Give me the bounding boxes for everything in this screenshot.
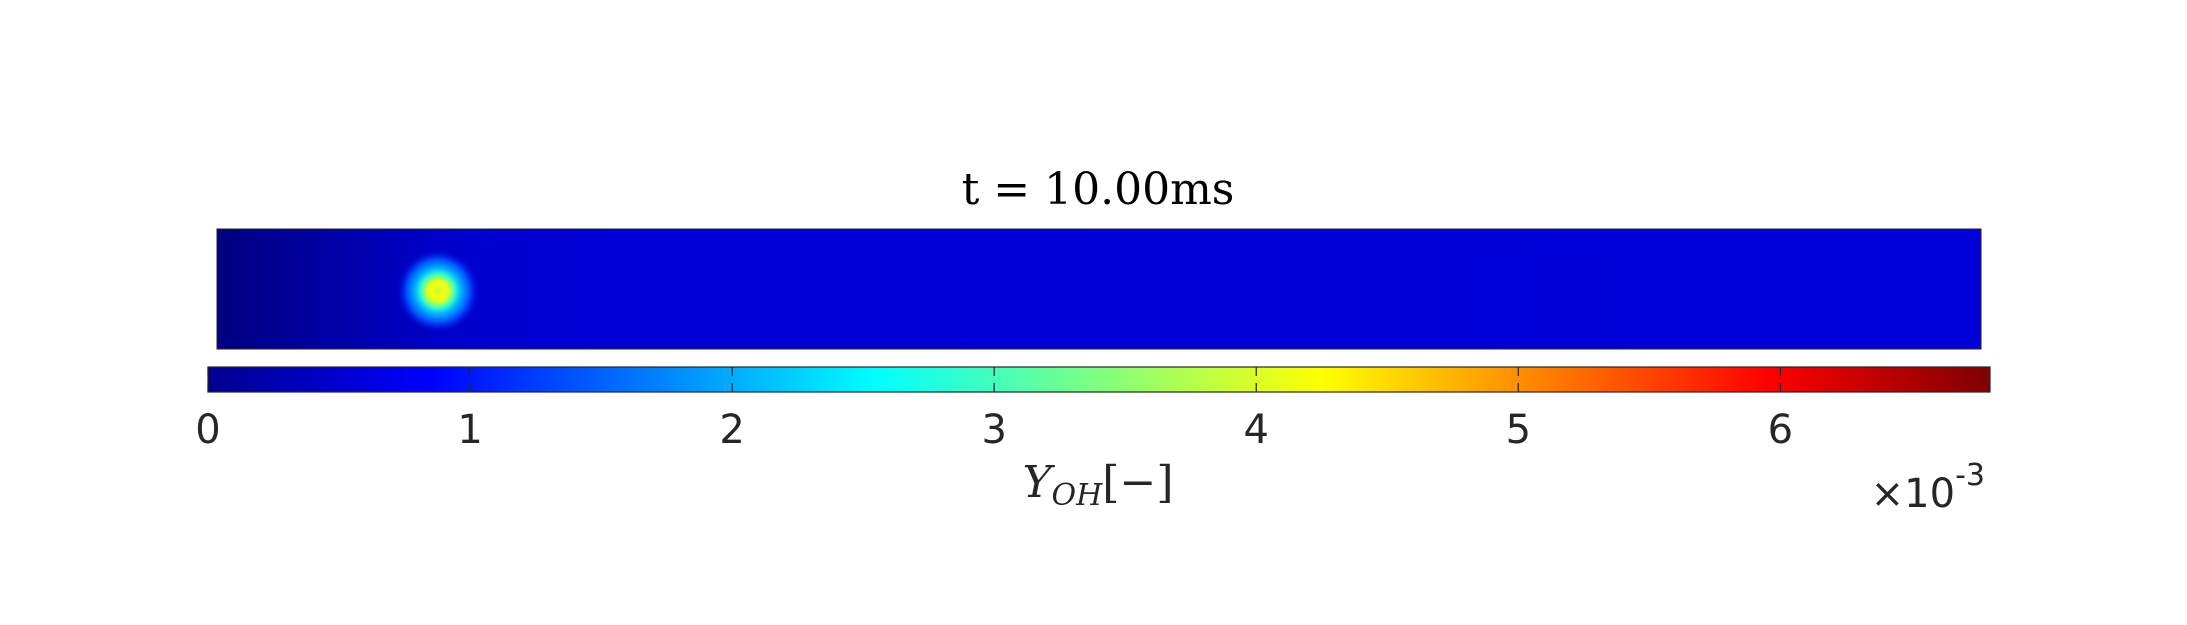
colorbar-tick-label: 5 [1506,407,1531,453]
colorbar-label-units: [−] [1102,457,1173,508]
colorbar-tick-label: 1 [457,407,482,453]
colorbar-label-main: Y [1022,457,1055,508]
colorbar-tick-label: 3 [981,407,1006,453]
colorbar-label: YOH[−] [1022,457,1173,513]
colorbar-ticks [207,367,1781,392]
colorbar-frame [207,366,1991,393]
colorbar-exponent-power: -3 [1955,458,1985,493]
colorbar-tick-label: 4 [1244,407,1269,453]
field-frame [216,228,1982,350]
hotspot-kernel [396,249,480,333]
colorbar-tick-label: 6 [1768,407,1793,453]
colorbar: 0 1 2 3 4 5 6 YOH[−] ×10-3 [195,366,1991,517]
colorbar-tick-label: 0 [195,407,220,453]
colorbar-tick-label: 2 [719,407,744,453]
colorbar-exponent-base: ×10 [1871,471,1955,517]
colorbar-exponent: ×10-3 [1871,458,1985,517]
colorbar-tick-labels: 0 1 2 3 4 5 6 [195,407,1793,453]
colorbar-label-sub: OH [1052,478,1104,513]
field-plot [217,229,1981,349]
chart-title: t = 10.00ms [962,164,1235,215]
field-background [217,229,1981,349]
colorbar-gradient [208,367,1990,392]
